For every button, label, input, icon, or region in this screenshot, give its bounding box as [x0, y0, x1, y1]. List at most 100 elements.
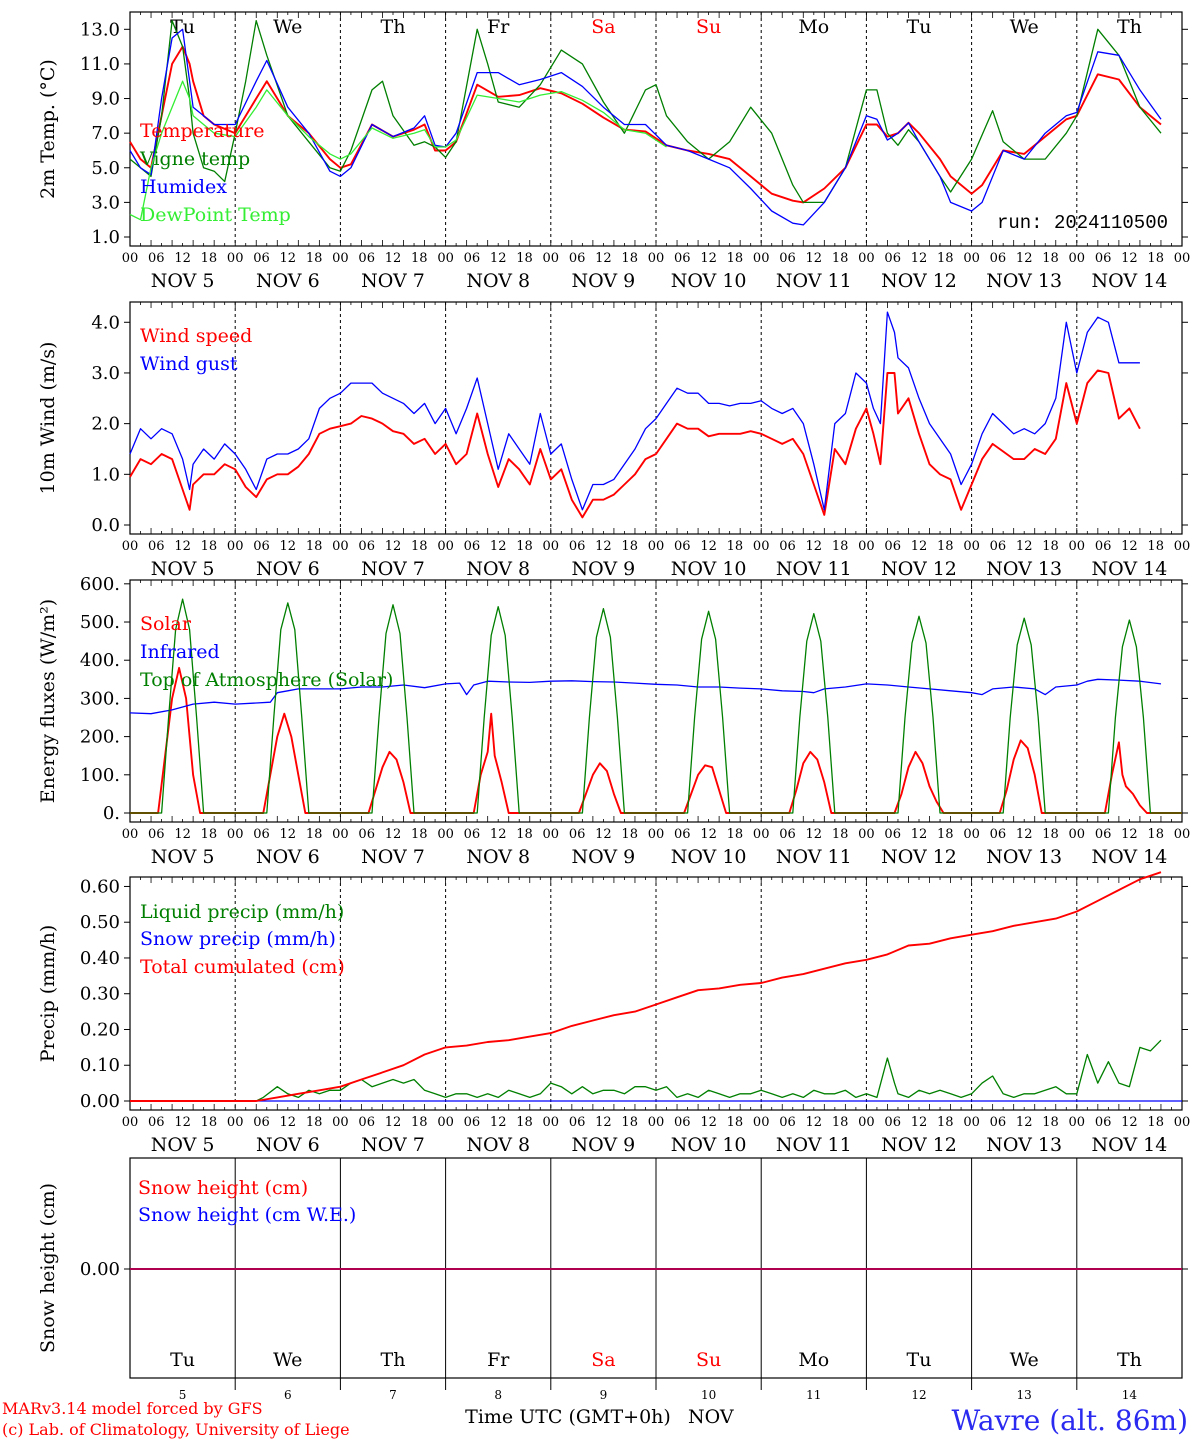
hour-label: 18	[1042, 251, 1059, 266]
weekday-label: Th	[1117, 1349, 1142, 1371]
panel-2: 0.0 1.0 2.0 3.0 4.0 10m Wind (m/s) 00 06 12 18 00 0…	[37, 301, 1190, 580]
hour-label: 06	[464, 1115, 481, 1130]
day-number-label: 13	[1017, 1388, 1032, 1402]
y-tick-label: 200.	[80, 727, 120, 748]
hour-label: 18	[621, 827, 638, 842]
hour-label: 12	[280, 251, 297, 266]
date-label: NOV 11	[776, 558, 852, 580]
date-label: NOV 10	[671, 558, 747, 580]
weekday-label: We	[273, 1349, 302, 1371]
y-tick-label: 600.	[80, 574, 120, 595]
date-label: NOV 9	[572, 558, 636, 580]
hour-label: 06	[674, 827, 691, 842]
hour-label: 12	[806, 251, 823, 266]
hour-label: 06	[148, 827, 165, 842]
hour-label: 12	[174, 1115, 191, 1130]
hour-label: 12	[806, 827, 823, 842]
date-label: NOV 8	[466, 270, 530, 292]
hour-label: 12	[490, 1115, 507, 1130]
hour-label: 06	[779, 539, 796, 554]
weekday-label: Mo	[798, 16, 829, 38]
y-tick-label: 7.0	[91, 123, 120, 144]
hour-label: 00	[437, 251, 454, 266]
y-tick-label: 0.00	[80, 1091, 120, 1112]
y-tick-label: 0.40	[80, 948, 120, 969]
hour-label: 18	[516, 827, 533, 842]
hour-label: 00	[753, 539, 770, 554]
hour-label: 06	[253, 827, 270, 842]
date-label: NOV 14	[1091, 846, 1167, 868]
weekday-label: Tu	[170, 1349, 195, 1371]
legend-entry: Top of Atmosphere (Solar)	[140, 669, 393, 691]
series-line	[129, 28, 1162, 226]
day-number-label: 9	[600, 1388, 608, 1402]
legend-entry: Solar	[140, 613, 192, 635]
hour-label: 12	[1016, 1115, 1033, 1130]
legend-entry: Vigne temp	[139, 148, 250, 170]
hour-label: 12	[911, 539, 928, 554]
y-tick-label: 1.0	[91, 464, 120, 485]
day-number-label: 12	[911, 1388, 926, 1402]
date-label: NOV 9	[572, 270, 636, 292]
hour-label: 18	[937, 251, 954, 266]
hour-label: 18	[411, 827, 428, 842]
hour-label: 06	[884, 827, 901, 842]
weekday-label: Tu	[907, 16, 932, 38]
hour-label: 00	[122, 251, 139, 266]
date-label: NOV 7	[361, 1134, 425, 1156]
date-label: NOV 7	[361, 846, 425, 868]
date-label: NOV 13	[986, 846, 1062, 868]
hour-label: 12	[174, 827, 191, 842]
y-tick-label: 9.0	[91, 89, 120, 110]
hour-label: 00	[648, 1115, 665, 1130]
date-label: NOV 6	[256, 558, 320, 580]
legend-entry: Temperature	[140, 120, 264, 142]
hour-label: 00	[753, 1115, 770, 1130]
hour-label: 06	[779, 827, 796, 842]
hour-label: 06	[569, 1115, 586, 1130]
hour-label: 18	[727, 1115, 744, 1130]
hour-label: 12	[911, 1115, 928, 1130]
hour-label: 00	[543, 827, 560, 842]
hour-label: 12	[806, 1115, 823, 1130]
hour-label: 18	[306, 1115, 323, 1130]
hour-label: 00	[122, 1115, 139, 1130]
weekday-label: Tu	[170, 16, 195, 38]
hour-label: 06	[674, 251, 691, 266]
date-label: NOV 9	[572, 1134, 636, 1156]
hour-label: 00	[1174, 251, 1191, 266]
date-label: NOV 7	[361, 558, 425, 580]
hour-label: 06	[569, 539, 586, 554]
y-tick-label: 100.	[80, 765, 120, 786]
date-label: NOV 5	[151, 270, 215, 292]
weekday-label: Fr	[487, 16, 510, 38]
hour-label: 06	[253, 539, 270, 554]
day-number-label: 5	[179, 1388, 187, 1402]
hour-label: 06	[464, 539, 481, 554]
series-line	[130, 598, 1182, 814]
hour-label: 12	[700, 1115, 717, 1130]
hour-label: 12	[1121, 827, 1138, 842]
hour-label: 12	[595, 539, 612, 554]
date-label: NOV 10	[671, 846, 747, 868]
day-number-label: 7	[389, 1388, 397, 1402]
hour-label: 06	[779, 251, 796, 266]
panel-3: 0. 100. 200. 300. 400. 500. 600. Energy fluxes …	[37, 574, 1190, 868]
hour-label: 18	[1042, 1115, 1059, 1130]
hour-label: 00	[753, 827, 770, 842]
series-line	[130, 666, 1182, 814]
date-label: NOV 6	[256, 270, 320, 292]
hour-label: 12	[385, 539, 402, 554]
weekday-label: Su	[696, 1349, 721, 1371]
y-tick-label: 400.	[80, 650, 120, 671]
hour-label: 06	[253, 251, 270, 266]
date-label: NOV 13	[986, 270, 1062, 292]
hour-label: 00	[858, 827, 875, 842]
hour-label: 18	[727, 539, 744, 554]
hour-label: 18	[201, 827, 218, 842]
hour-label: 00	[543, 539, 560, 554]
hour-label: 00	[648, 827, 665, 842]
legend-entry: Liquid precip (mm/h)	[140, 901, 344, 923]
date-label: NOV 14	[1091, 558, 1167, 580]
weekday-label: We	[273, 16, 302, 38]
